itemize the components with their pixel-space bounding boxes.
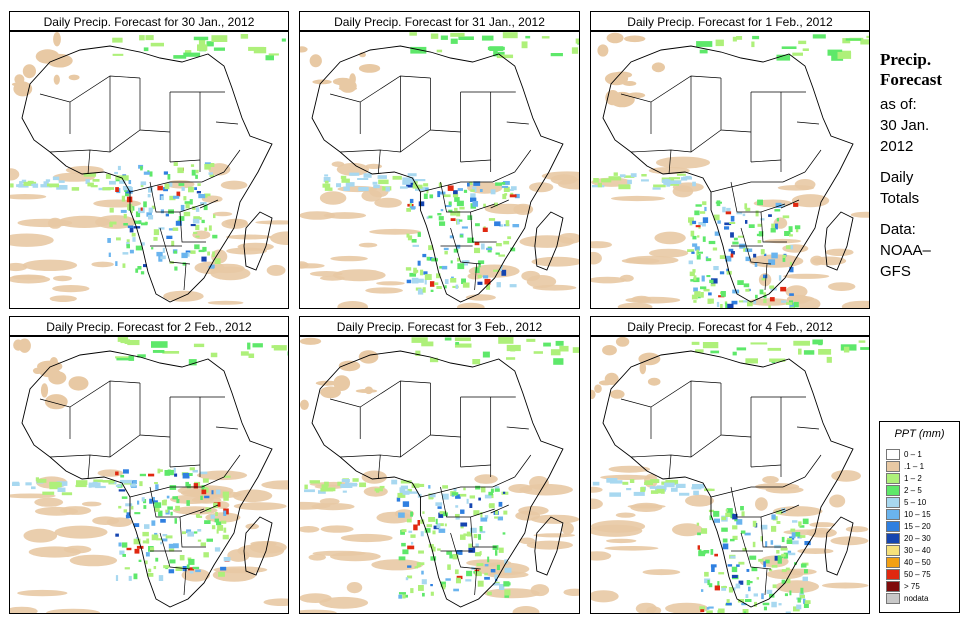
precip-map: [9, 31, 289, 309]
precip-map: [299, 336, 580, 614]
legend-label: 2 – 5: [904, 486, 922, 495]
legend-item: 40 – 50: [886, 557, 931, 568]
legend-swatch: [886, 461, 900, 472]
sidebar-source-2: GFS: [880, 263, 911, 280]
legend-swatch: [886, 521, 900, 532]
legend-item: 0 – 1: [886, 449, 922, 460]
legend-item: nodata: [886, 593, 928, 604]
legend-label: 5 – 10: [904, 498, 927, 507]
legend-swatch: [886, 473, 900, 484]
sidebar-totals: Totals: [880, 190, 920, 207]
legend-label: 30 – 40: [904, 546, 931, 555]
legend-swatch: [886, 485, 900, 496]
legend-item: 30 – 40: [886, 545, 931, 556]
legend-item: > 75: [886, 581, 920, 592]
legend-item: 15 – 20: [886, 521, 931, 532]
precip-map: [299, 31, 580, 309]
legend-item: 50 – 75: [886, 569, 931, 580]
panel-title: Daily Precip. Forecast for 4 Feb., 2012: [590, 316, 870, 336]
legend-label: 1 – 2: [904, 474, 922, 483]
panel-title: Daily Precip. Forecast for 3 Feb., 2012: [299, 316, 580, 336]
legend-label: nodata: [904, 594, 929, 603]
precip-map: [590, 336, 870, 614]
legend-item: .1 – 1: [886, 461, 924, 472]
sidebar-date-2: 2012: [880, 138, 914, 155]
legend-swatch: [886, 569, 900, 580]
legend-title: PPT (mm): [894, 428, 945, 440]
legend-item: 20 – 30: [886, 533, 931, 544]
legend-swatch: [886, 581, 900, 592]
legend-label: .1 – 1: [904, 462, 925, 471]
sidebar-heading-2: Forecast: [880, 70, 942, 89]
legend-label: 0 – 1: [904, 450, 922, 459]
panel-title: Daily Precip. Forecast for 1 Feb., 2012: [590, 11, 870, 31]
legend-item: 10 – 15: [886, 509, 931, 520]
legend-item: 5 – 10: [886, 497, 926, 508]
sidebar-info: Precip. Forecast as of: 30 Jan. 2012 Dai…: [880, 50, 962, 282]
legend-label: 10 – 15: [904, 510, 931, 519]
legend-item: 1 – 2: [886, 473, 922, 484]
legend-swatch: [886, 533, 900, 544]
sidebar-data-label: Data:: [880, 221, 916, 238]
panel-title: Daily Precip. Forecast for 30 Jan., 2012: [9, 11, 289, 31]
legend-label: > 75: [904, 582, 920, 591]
legend-swatch: [886, 449, 900, 460]
legend-swatch: [886, 545, 900, 556]
panel-title: Daily Precip. Forecast for 31 Jan., 2012: [299, 11, 580, 31]
legend-item: 2 – 5: [886, 485, 922, 496]
sidebar-source-1: NOAA–: [880, 242, 931, 259]
panel-title: Daily Precip. Forecast for 2 Feb., 2012: [9, 316, 289, 336]
legend-label: 15 – 20: [904, 522, 931, 531]
precip-legend: PPT (mm) 0 – 1 .1 – 1 1 – 2 2 – 5 5 – 10…: [879, 421, 960, 613]
sidebar-asof: as of:: [880, 96, 917, 113]
legend-label: 40 – 50: [904, 558, 931, 567]
sidebar-daily: Daily: [880, 169, 914, 186]
precip-map: [9, 336, 289, 614]
legend-label: 50 – 75: [904, 570, 931, 579]
sidebar-heading-1: Precip.: [880, 50, 932, 69]
legend-swatch: [886, 593, 900, 604]
legend-swatch: [886, 557, 900, 568]
legend-swatch: [886, 497, 900, 508]
legend-swatch: [886, 509, 900, 520]
sidebar-date-1: 30 Jan.: [880, 117, 930, 134]
legend-label: 20 – 30: [904, 534, 931, 543]
precip-map: [590, 31, 870, 309]
